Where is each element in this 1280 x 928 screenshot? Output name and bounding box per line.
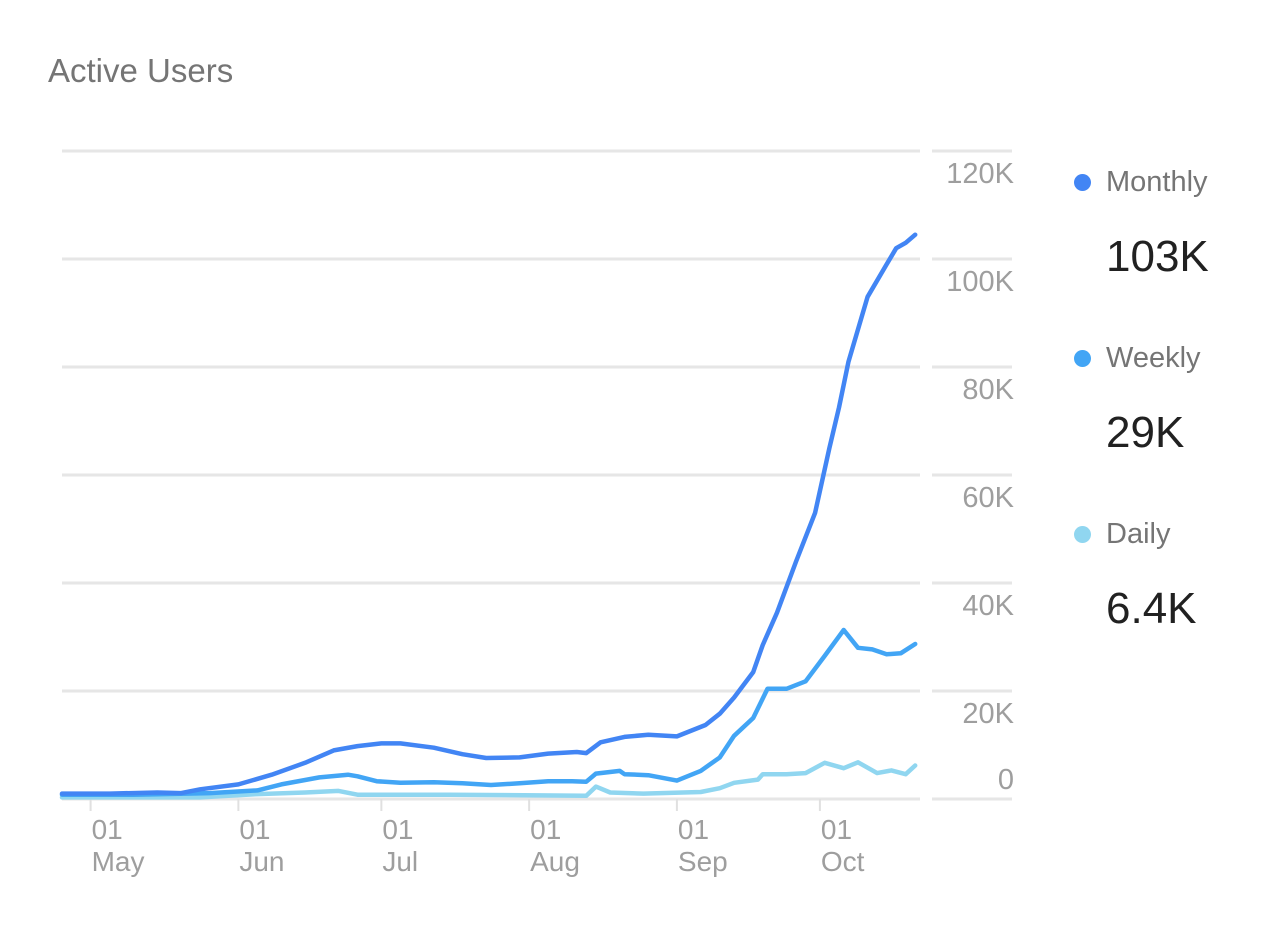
- x-tick-month: Oct: [821, 846, 865, 877]
- grid-lines: [62, 149, 1012, 801]
- legend-label: Monthly: [1106, 165, 1208, 198]
- monthly-dot-icon: [1074, 173, 1091, 191]
- legend-item-daily[interactable]: Daily 6.4K: [1074, 512, 1274, 688]
- legend: Monthly 103K Weekly 29K Daily 6.4K: [1074, 160, 1274, 688]
- daily-dot-icon: [1074, 525, 1091, 543]
- x-tick-day: 01: [821, 814, 852, 845]
- series-lines: [59, 232, 918, 800]
- legend-item-monthly[interactable]: Monthly 103K: [1074, 160, 1274, 336]
- y-tick-label: 20K: [962, 698, 1014, 730]
- legend-label: Daily: [1106, 517, 1171, 550]
- x-tick-month: Jul: [382, 846, 418, 877]
- series-line-weekly: [59, 627, 918, 797]
- legend-value: 103K: [1106, 232, 1209, 281]
- legend-label: Weekly: [1106, 341, 1201, 374]
- x-tick-month: Aug: [530, 846, 580, 877]
- y-tick-label: 0: [998, 764, 1014, 796]
- x-tick-day: 01: [382, 814, 413, 845]
- y-tick-label: 60K: [962, 482, 1014, 514]
- weekly-dot-icon: [1074, 349, 1091, 367]
- series-line-monthly: [59, 232, 918, 796]
- chart-title: Active Users: [48, 52, 234, 89]
- legend-item-weekly[interactable]: Weekly 29K: [1074, 336, 1274, 512]
- x-tick-day: 01: [678, 814, 709, 845]
- y-axis-ticks: 0 20K 40K 60K 80K 100K 120K: [946, 158, 1014, 796]
- series-line-daily: [59, 760, 918, 800]
- y-tick-label: 100K: [946, 266, 1014, 298]
- y-tick-label: 40K: [962, 590, 1014, 622]
- legend-value: 6.4K: [1106, 584, 1197, 633]
- x-tick-day: 01: [92, 814, 123, 845]
- x-tick-day: 01: [530, 814, 561, 845]
- x-tick-day: 01: [239, 814, 270, 845]
- y-tick-label: 80K: [962, 374, 1014, 406]
- legend-value: 29K: [1106, 408, 1185, 457]
- x-tick-month: Jun: [239, 846, 284, 877]
- x-tick-month: May: [92, 846, 145, 877]
- y-tick-label: 120K: [946, 158, 1014, 190]
- x-tick-month: Sep: [678, 846, 728, 877]
